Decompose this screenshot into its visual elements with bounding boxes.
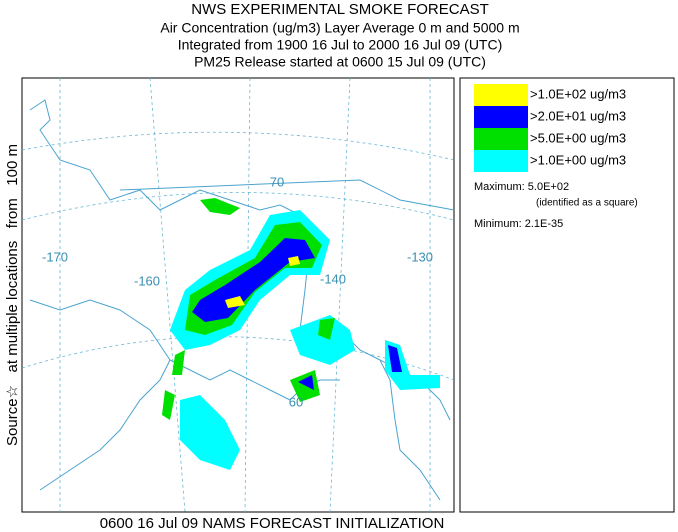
longitude-label: -160 — [134, 273, 160, 288]
subtitle: Integrated from 1900 16 Jul to 2000 16 J… — [178, 37, 503, 53]
plume-level-4 — [180, 395, 240, 470]
longitude-label: -170 — [42, 249, 68, 264]
maximum-note: (identified as a square) — [536, 198, 638, 209]
legend-swatch — [474, 84, 528, 106]
longitude-label: -140 — [320, 271, 346, 286]
legend-label: >1.0E+02 ug/m3 — [530, 86, 626, 101]
plume-level-2 — [388, 345, 402, 372]
legend-label: >2.0E+01 ug/m3 — [530, 108, 626, 123]
legend-label: >5.0E+00 ug/m3 — [530, 130, 626, 145]
coastline — [119, 179, 455, 211]
latitude-label: 60 — [289, 394, 303, 409]
plume-level-2 — [192, 238, 315, 322]
side-label: Source☆ at multiple locations from 100 m — [4, 144, 21, 446]
subtitle: Air Concentration (ug/m3) Layer Average … — [160, 20, 519, 36]
legend-swatch — [474, 150, 528, 172]
legend: Maximum: 5.0E+02 (identified as a square… — [459, 77, 675, 513]
maximum: Maximum: 5.0E+02 — [474, 181, 569, 193]
legend-label: >1.0E+00 ug/m3 — [530, 152, 626, 167]
legend-swatch — [474, 106, 528, 128]
plume-level-3 — [318, 318, 335, 340]
plume-level-2 — [298, 375, 314, 390]
plume-level-4 — [385, 340, 440, 390]
plume-level-1 — [225, 256, 300, 308]
map: -170 -160 -140 -130 70 60 — [21, 77, 455, 513]
subtitle: PM25 Release started at 0600 15 Jul 09 (… — [194, 54, 486, 70]
plume-level-3 — [200, 198, 240, 215]
plume-level-3 — [162, 350, 185, 420]
legend-swatch — [474, 128, 528, 150]
coastline — [29, 99, 451, 501]
plume-level-4 — [290, 315, 355, 365]
smoke-plume — [162, 198, 440, 470]
longitude-label: -130 — [407, 249, 433, 264]
footer: 0600 16 Jul 09 NAMS FORECAST INITIALIZAT… — [100, 515, 445, 532]
title: NWS EXPERIMENTAL SMOKE FORECAST — [191, 1, 489, 18]
latitude-label: 70 — [270, 174, 284, 189]
plume-level-3 — [290, 370, 320, 402]
minimum: Minimum: 2.1E-35 — [474, 218, 563, 230]
